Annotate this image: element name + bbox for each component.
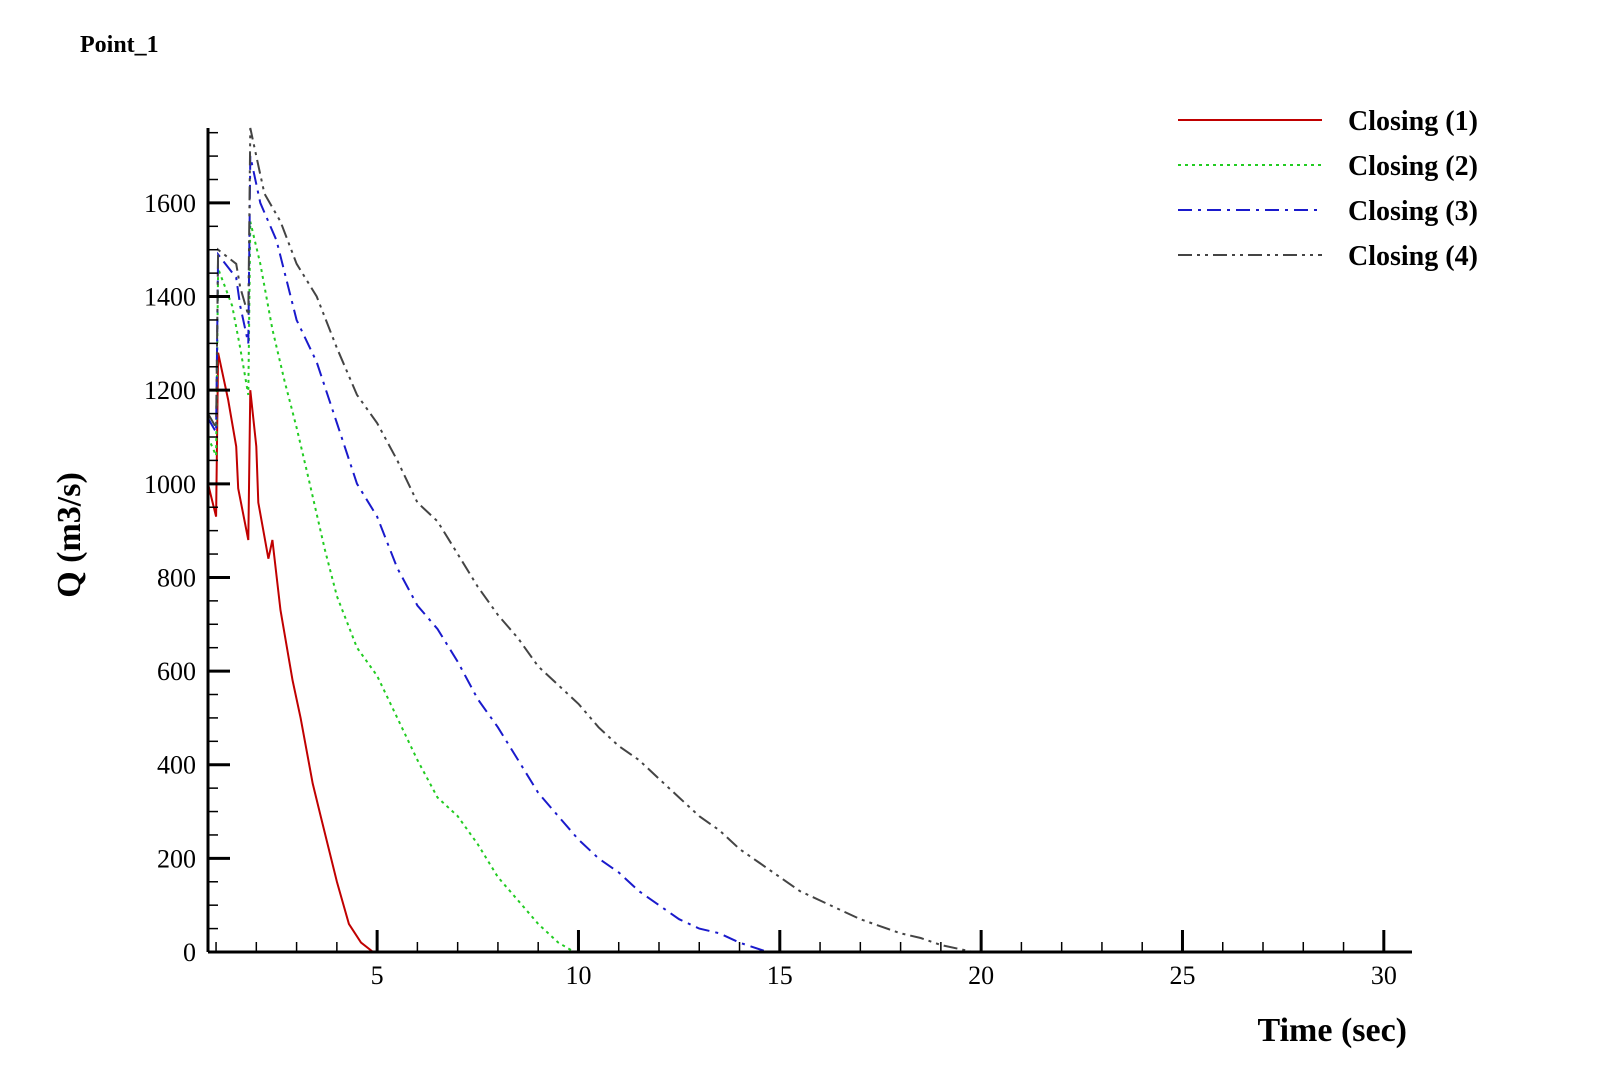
plot-area: 0 200 400 600 800 1000 1200 1400 1600 5 10 15 20 25 30 xyxy=(144,127,1412,990)
y-tick-label: 1400 xyxy=(144,283,196,312)
x-axis-label: Time (sec) xyxy=(1258,1012,1407,1049)
series-line-2 xyxy=(207,221,1412,953)
legend-label-4: Closing (4) xyxy=(1348,241,1478,272)
x-tick-label: 10 xyxy=(565,961,591,990)
y-tick-label: 800 xyxy=(157,563,196,592)
y-tick-label: 200 xyxy=(157,844,196,873)
y-tick-label: 1200 xyxy=(144,376,196,405)
y-tick-label: 600 xyxy=(157,657,196,686)
series-line-3 xyxy=(207,155,1412,953)
x-tick-label: 15 xyxy=(767,961,793,990)
y-axis-label: Q (m3/s) xyxy=(51,472,88,598)
legend: Closing (1) Closing (2) Closing (3) Closing… xyxy=(1178,106,1478,272)
legend-label-2: Closing (2) xyxy=(1348,151,1478,182)
x-tick-label: 20 xyxy=(968,961,994,990)
series-layer xyxy=(207,127,1412,953)
legend-label-3: Closing (3) xyxy=(1348,196,1478,227)
y-tick-label: 1600 xyxy=(144,189,196,218)
series-line-1 xyxy=(207,352,1412,953)
y-tick-label: 400 xyxy=(157,751,196,780)
y-tick-label: 0 xyxy=(183,938,196,967)
y-tick-label: 1000 xyxy=(144,470,196,499)
chart-title: Point_1 xyxy=(80,32,159,58)
legend-label-1: Closing (1) xyxy=(1348,106,1478,137)
series-line-4 xyxy=(207,127,1412,953)
x-tick-label: 30 xyxy=(1371,961,1397,990)
x-tick-label: 5 xyxy=(371,961,384,990)
x-tick-label: 25 xyxy=(1169,961,1195,990)
axes-layer: 0 200 400 600 800 1000 1200 1400 1600 5 10 15 20 25 30 xyxy=(144,128,1412,990)
